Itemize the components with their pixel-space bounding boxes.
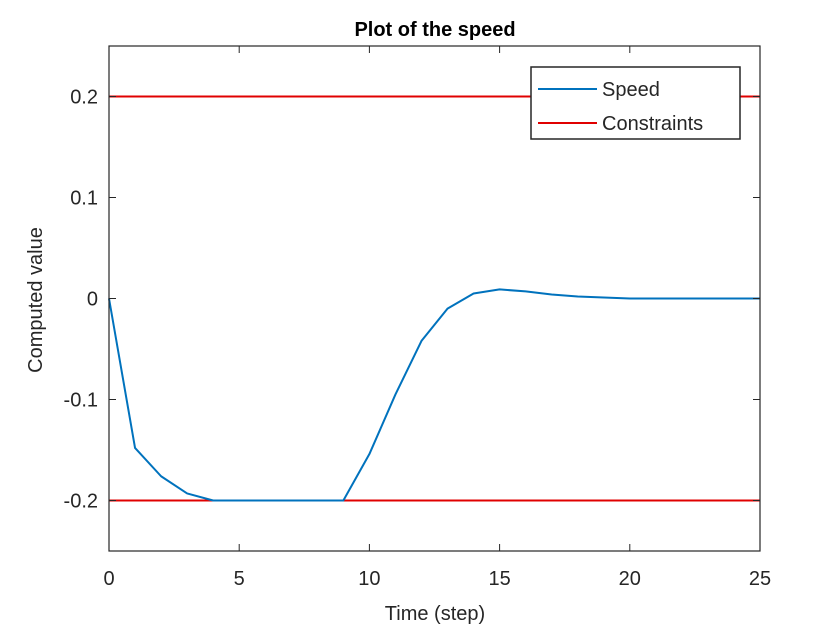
y-axis-label: Computed value (25, 227, 47, 373)
legend-label: Constraints (602, 113, 703, 135)
x-tick-label: 10 (358, 568, 380, 590)
y-tick-label: -0.1 (64, 390, 98, 412)
speed-series-line (108, 288, 760, 502)
x-tick-label: 15 (488, 568, 510, 590)
x-axis-label: Time (step) (385, 603, 485, 625)
chart-title: Plot of the speed (354, 19, 515, 41)
x-tick-label: 5 (234, 568, 245, 590)
x-tick-label: 25 (749, 568, 771, 590)
y-tick-label: -0.2 (64, 491, 98, 513)
y-tick-label: 0.1 (70, 188, 98, 210)
y-tick-label: 0.2 (70, 87, 98, 109)
legend-label: Speed (602, 79, 660, 101)
legend-box (530, 66, 741, 140)
x-tick-label: 0 (103, 568, 114, 590)
x-tick-label: 20 (619, 568, 641, 590)
y-tick-label: 0 (87, 289, 98, 311)
legend: Speed Constraints (530, 66, 741, 140)
